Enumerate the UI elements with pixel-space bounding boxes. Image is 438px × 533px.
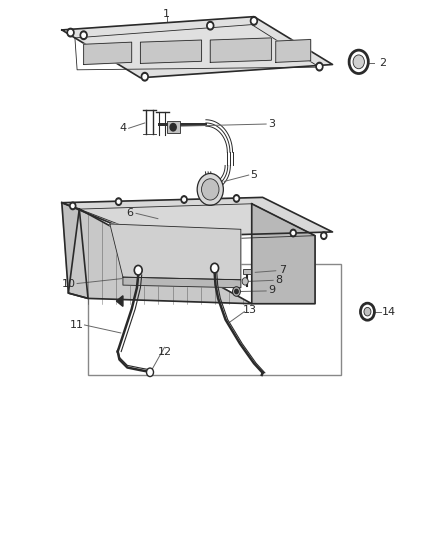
Polygon shape xyxy=(141,40,201,63)
Circle shape xyxy=(70,202,76,209)
Text: 7: 7 xyxy=(279,265,286,275)
Circle shape xyxy=(290,229,296,237)
Text: 1: 1 xyxy=(163,9,170,19)
Circle shape xyxy=(349,50,368,74)
Circle shape xyxy=(321,232,327,239)
Circle shape xyxy=(183,198,185,201)
Polygon shape xyxy=(84,42,132,64)
Polygon shape xyxy=(117,296,123,306)
Circle shape xyxy=(170,124,176,131)
Text: 9: 9 xyxy=(268,286,276,295)
Circle shape xyxy=(82,33,85,37)
Circle shape xyxy=(207,21,214,30)
Circle shape xyxy=(71,204,74,207)
Circle shape xyxy=(143,75,147,79)
Circle shape xyxy=(67,28,74,37)
Circle shape xyxy=(69,30,72,35)
FancyBboxPatch shape xyxy=(88,264,341,375)
Polygon shape xyxy=(68,209,252,304)
Polygon shape xyxy=(276,39,311,62)
Circle shape xyxy=(117,200,120,203)
Circle shape xyxy=(197,173,223,205)
Circle shape xyxy=(235,289,238,294)
Polygon shape xyxy=(210,38,272,62)
Circle shape xyxy=(201,179,219,200)
FancyBboxPatch shape xyxy=(166,122,180,133)
Circle shape xyxy=(318,64,321,69)
Polygon shape xyxy=(110,224,241,280)
Circle shape xyxy=(242,278,248,285)
Circle shape xyxy=(116,198,122,205)
Text: 8: 8 xyxy=(275,275,283,285)
Text: 6: 6 xyxy=(126,208,133,219)
Circle shape xyxy=(80,31,87,39)
Polygon shape xyxy=(62,197,332,237)
Circle shape xyxy=(211,263,219,273)
Polygon shape xyxy=(123,277,241,288)
Circle shape xyxy=(364,308,371,316)
Polygon shape xyxy=(62,203,88,298)
Circle shape xyxy=(233,195,240,202)
Circle shape xyxy=(360,303,374,320)
Circle shape xyxy=(147,368,153,376)
Text: 12: 12 xyxy=(157,346,172,357)
Circle shape xyxy=(141,72,148,81)
Circle shape xyxy=(181,196,187,203)
Text: 13: 13 xyxy=(243,305,257,315)
Circle shape xyxy=(353,55,364,69)
Circle shape xyxy=(322,234,325,237)
Circle shape xyxy=(134,265,142,275)
Circle shape xyxy=(208,23,212,28)
Circle shape xyxy=(292,231,294,235)
Text: 4: 4 xyxy=(120,123,127,133)
Text: 10: 10 xyxy=(61,279,75,288)
Text: 14: 14 xyxy=(381,306,396,317)
Text: 11: 11 xyxy=(70,320,84,330)
Circle shape xyxy=(316,62,323,71)
Text: 5: 5 xyxy=(251,170,258,180)
FancyBboxPatch shape xyxy=(244,269,251,274)
Circle shape xyxy=(252,19,256,23)
Text: 2: 2 xyxy=(379,59,386,68)
Polygon shape xyxy=(62,17,332,78)
Text: 3: 3 xyxy=(268,119,275,129)
Circle shape xyxy=(233,287,240,296)
Polygon shape xyxy=(252,204,315,304)
Circle shape xyxy=(251,17,258,25)
Circle shape xyxy=(235,197,238,200)
